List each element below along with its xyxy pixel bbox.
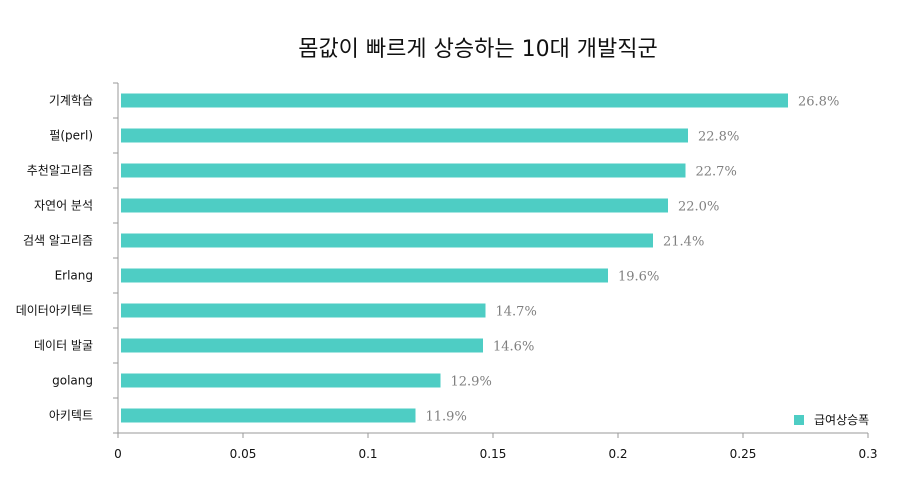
data-label: 11.9% bbox=[426, 410, 467, 425]
legend-swatch bbox=[794, 415, 804, 425]
x-tick-label: 0 bbox=[114, 447, 122, 461]
bar bbox=[121, 163, 686, 178]
data-label: 22.7% bbox=[696, 165, 737, 180]
axes: 0 0.05 0.1 0.15 0.2 0.25 0.3 bbox=[113, 82, 878, 461]
bar bbox=[121, 268, 608, 283]
data-label: 12.9% bbox=[451, 375, 492, 390]
category-label: 아키텍트 bbox=[49, 409, 93, 423]
bar bbox=[121, 198, 668, 213]
data-label: 22.8% bbox=[698, 130, 739, 145]
category-label: Erlang bbox=[55, 269, 93, 283]
bar bbox=[121, 303, 486, 318]
category-label: 데이터 발굴 bbox=[34, 339, 93, 353]
category-label: 검색 알고리즘 bbox=[23, 234, 93, 248]
legend: 급여상승폭 bbox=[794, 413, 869, 427]
category-label: 기계학습 bbox=[49, 94, 93, 108]
x-tick-label: 0.3 bbox=[858, 447, 877, 461]
bar bbox=[121, 233, 653, 248]
data-label: 21.4% bbox=[663, 235, 704, 250]
chart-title: 몸값이 빠르게 상승하는 10대 개발직군 bbox=[298, 37, 658, 62]
bar bbox=[121, 373, 441, 388]
category-label: 추천알고리즘 bbox=[27, 163, 93, 178]
data-label: 22.0% bbox=[678, 200, 719, 215]
data-label: 14.6% bbox=[493, 340, 534, 355]
x-tick-label: 0.05 bbox=[230, 447, 257, 461]
bars bbox=[121, 93, 788, 423]
x-tick-label: 0.15 bbox=[480, 447, 507, 461]
data-label: 26.8% bbox=[798, 95, 839, 110]
category-label: 데이터아키텍트 bbox=[16, 304, 93, 318]
bar bbox=[121, 408, 416, 423]
category-label: 자연어 분석 bbox=[34, 199, 93, 213]
bar bbox=[121, 93, 788, 108]
category-label: golang bbox=[52, 374, 93, 388]
data-label: 14.7% bbox=[496, 305, 537, 320]
x-tick-label: 0.2 bbox=[608, 447, 627, 461]
category-label: 펄(perl) bbox=[49, 129, 93, 143]
bar bbox=[121, 128, 688, 143]
x-tick-label: 0.25 bbox=[730, 447, 757, 461]
bar bbox=[121, 338, 483, 353]
data-label: 19.6% bbox=[618, 270, 659, 285]
labels: 기계학습 26.8% 펄(perl) 22.8% 추천알고리즘 22.7% 자연어 분석 22… bbox=[16, 94, 840, 425]
x-tick-label: 0.1 bbox=[358, 447, 377, 461]
legend-label: 급여상승폭 bbox=[814, 413, 869, 427]
